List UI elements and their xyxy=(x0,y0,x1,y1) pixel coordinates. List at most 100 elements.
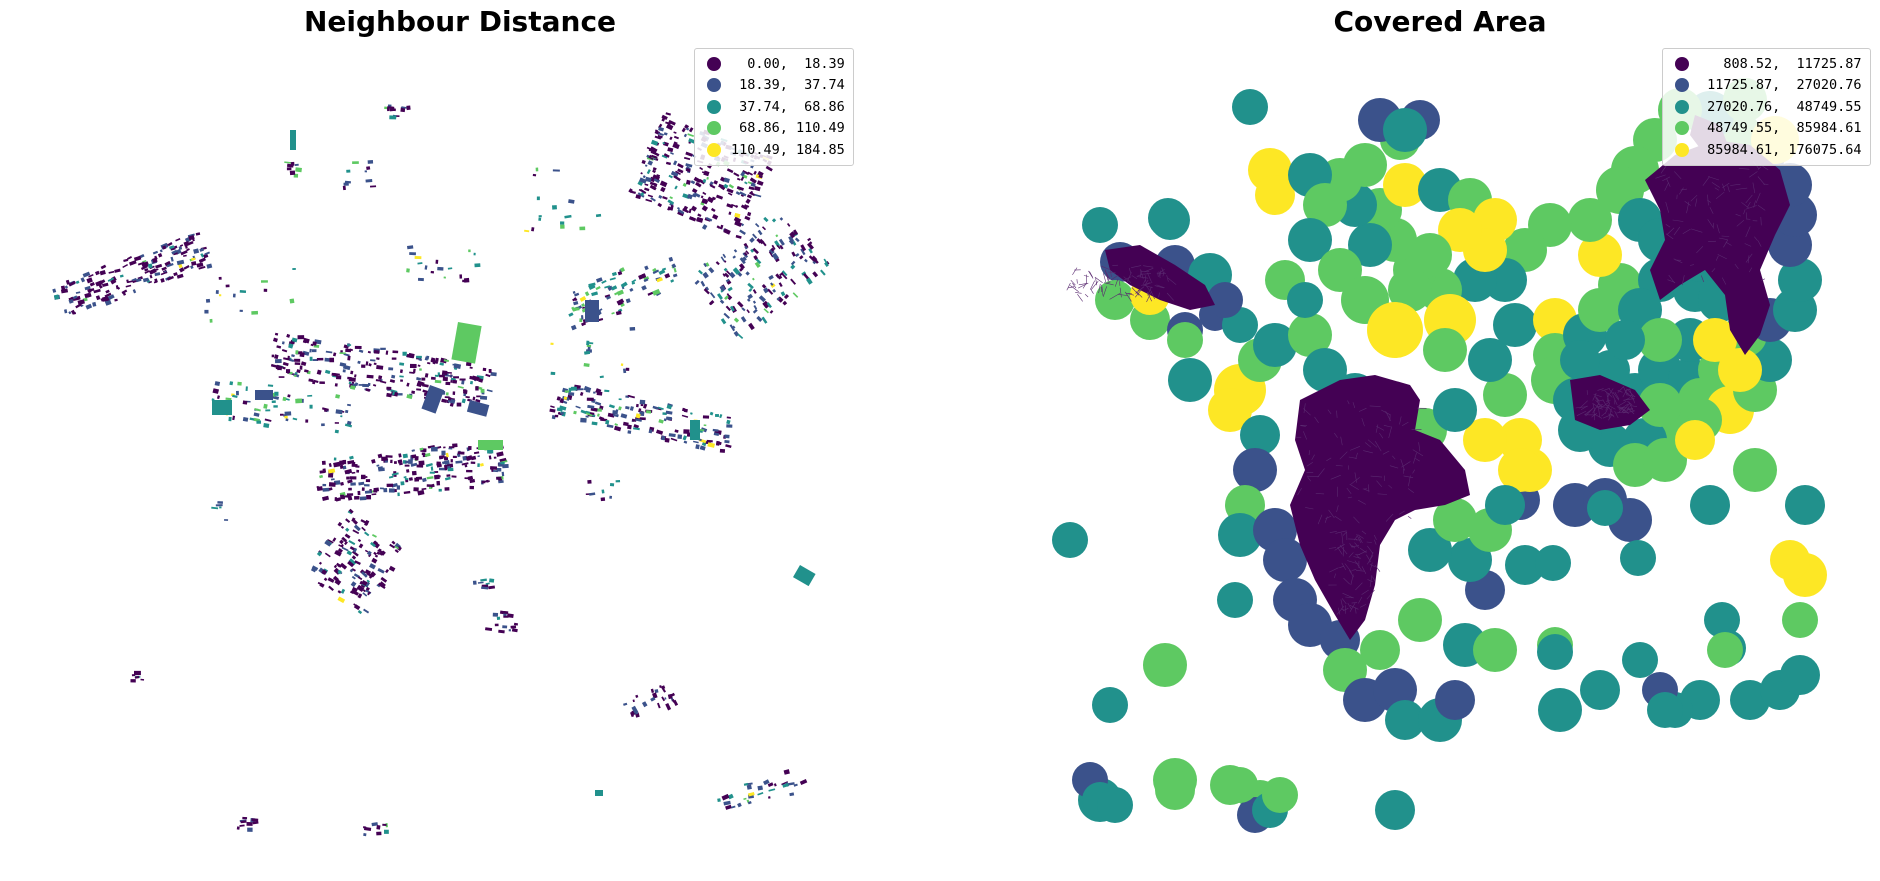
building-footprint xyxy=(176,259,185,266)
building-footprint xyxy=(779,217,784,221)
building-footprint xyxy=(344,423,353,428)
building-footprint xyxy=(799,255,804,260)
building-footprint xyxy=(674,175,681,182)
building-footprint xyxy=(787,782,795,786)
building-footprint xyxy=(601,489,605,494)
building-footprint xyxy=(289,298,295,304)
building-footprint xyxy=(239,290,247,294)
building-footprint xyxy=(312,359,318,361)
building-footprint xyxy=(295,167,302,173)
cell-boundary xyxy=(1367,439,1378,448)
building-footprint xyxy=(386,483,394,487)
building-footprint xyxy=(663,132,668,136)
building-footprint xyxy=(447,467,454,472)
building-footprint xyxy=(807,242,814,250)
cell-boundary xyxy=(1070,285,1079,293)
legend-entry: 27020.76, 48749.55 xyxy=(1671,96,1862,118)
building-footprint xyxy=(677,208,685,215)
cell-boundary xyxy=(1592,402,1596,412)
building-footprint xyxy=(716,225,721,230)
building-footprint xyxy=(709,411,714,416)
building-footprint xyxy=(794,237,800,243)
building-footprint xyxy=(358,543,364,549)
building-footprint xyxy=(464,464,468,468)
building-footprint xyxy=(371,534,377,538)
building-footprint xyxy=(295,350,299,355)
buffer-cell xyxy=(1587,490,1623,526)
building-footprint xyxy=(400,379,403,382)
building-footprint xyxy=(469,366,473,369)
building-footprint xyxy=(600,497,606,502)
cell-boundary xyxy=(1095,278,1098,286)
building-footprint xyxy=(260,280,268,283)
cell-boundary xyxy=(1150,289,1155,300)
building-footprint xyxy=(403,475,407,479)
building-footprint xyxy=(746,784,752,790)
cell-boundary xyxy=(1122,276,1132,281)
building-footprint xyxy=(200,253,205,258)
building-footprint xyxy=(744,245,748,250)
cell-boundary xyxy=(1709,207,1714,214)
building-footprint xyxy=(754,193,762,198)
cell-boundary xyxy=(1103,273,1107,283)
building-footprint xyxy=(335,409,343,415)
building-footprint xyxy=(373,551,377,556)
building-footprint xyxy=(129,260,137,266)
neighbour-distance-legend: 0.00, 18.39 18.39, 37.74 37.74, 68.86 68… xyxy=(694,48,854,166)
building-footprint xyxy=(701,224,708,230)
building-footprint xyxy=(670,170,679,178)
legend-label: 85984.61, 176075.64 xyxy=(1699,141,1862,158)
building-footprint xyxy=(652,692,658,699)
building-footprint xyxy=(588,282,596,287)
building-footprint xyxy=(752,300,757,304)
cell-boundary xyxy=(1101,265,1111,270)
building-footprint xyxy=(670,151,674,155)
building-footprint xyxy=(685,163,693,168)
building-footprint xyxy=(361,571,368,578)
cell-boundary xyxy=(1161,267,1164,274)
cell-boundary xyxy=(1369,562,1373,571)
cell-boundary xyxy=(1413,452,1417,464)
building-footprint xyxy=(556,396,561,401)
building-footprint xyxy=(471,375,480,382)
cell-boundary xyxy=(1604,407,1609,414)
building-footprint xyxy=(711,196,716,201)
building-footprint xyxy=(219,506,222,509)
building-footprint xyxy=(421,384,445,414)
building-footprint xyxy=(386,386,392,390)
cell-boundary xyxy=(1592,403,1599,414)
cell-boundary xyxy=(1123,276,1132,283)
building-footprint xyxy=(665,161,671,166)
cell-boundary xyxy=(1354,472,1357,483)
cell-boundary xyxy=(1752,182,1756,194)
building-footprint xyxy=(380,347,386,350)
cell-boundaries xyxy=(1066,161,1769,615)
building-footprint xyxy=(422,389,429,394)
building-footprint xyxy=(371,822,378,827)
building-footprint xyxy=(672,142,680,150)
building-footprint xyxy=(595,213,602,218)
building-footprint xyxy=(750,248,755,253)
cell-boundary xyxy=(1626,406,1630,413)
cell-boundary xyxy=(1763,183,1769,185)
cell-boundary xyxy=(1105,271,1111,280)
building-footprint xyxy=(284,411,292,416)
building-footprint xyxy=(322,495,330,501)
building-footprint xyxy=(568,392,575,396)
buffer-cell xyxy=(1468,338,1512,382)
building-footprint xyxy=(358,384,365,386)
building-footprint xyxy=(643,403,648,409)
building-footprint xyxy=(754,186,761,192)
building-footprint xyxy=(758,238,765,245)
building-footprint xyxy=(402,351,407,356)
building-footprint xyxy=(190,265,194,269)
building-footprint xyxy=(414,255,422,260)
cell-boundary xyxy=(1361,589,1369,595)
cell-boundary xyxy=(1158,271,1161,279)
building-footprint xyxy=(748,288,753,292)
building-footprint xyxy=(736,177,741,181)
building-footprint xyxy=(331,372,339,377)
building-footprint xyxy=(239,824,245,827)
cell-boundary xyxy=(1349,483,1359,490)
cell-boundary xyxy=(1344,563,1352,573)
